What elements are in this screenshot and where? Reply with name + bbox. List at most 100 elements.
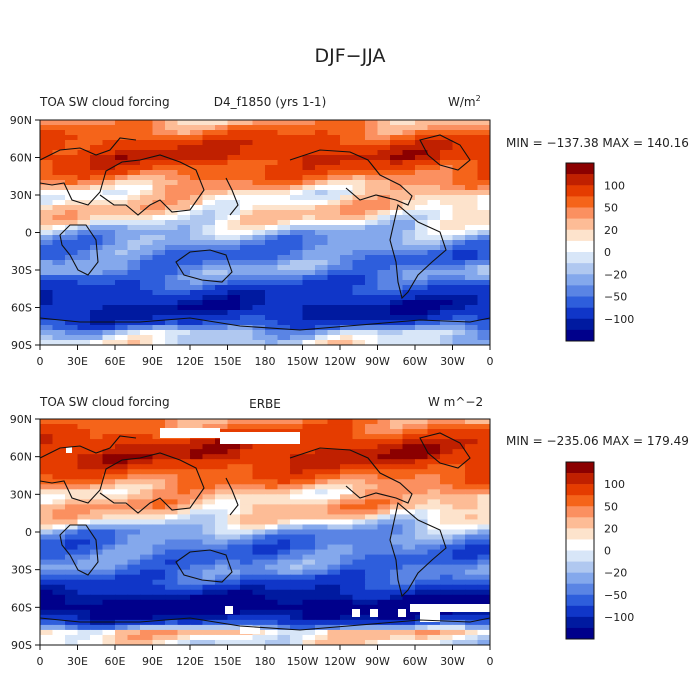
field-cell (415, 534, 429, 541)
field-cell (402, 574, 416, 581)
field-cell (452, 519, 466, 526)
field-cell (302, 424, 316, 430)
field-cell (52, 569, 66, 576)
field-cell (65, 145, 79, 151)
field-cell (190, 594, 204, 601)
field-cell (202, 240, 216, 246)
field-cell (202, 215, 216, 221)
field-cell (90, 529, 104, 536)
field-cell (452, 509, 466, 516)
field-cell (202, 120, 216, 126)
field-cell (427, 140, 441, 146)
field-cell (215, 300, 229, 306)
field-cell (40, 589, 54, 596)
field-cell (52, 484, 66, 490)
field-cell (202, 275, 216, 281)
field-cell (227, 504, 241, 510)
field-cell (215, 599, 229, 606)
field-cell (365, 429, 379, 435)
field-cell (77, 340, 91, 345)
field-cell (65, 295, 79, 301)
field-cell (202, 594, 216, 601)
field-cell (402, 569, 416, 576)
field-cell (240, 120, 254, 126)
field-cell (140, 150, 154, 156)
field-cell (277, 340, 291, 345)
field-cell (252, 524, 266, 531)
field-cell (452, 185, 466, 191)
field-cell (227, 200, 241, 206)
field-cell (427, 170, 441, 176)
field-cell (177, 529, 191, 536)
field-cell (402, 419, 416, 425)
field-cell (190, 539, 204, 546)
field-cell (390, 429, 404, 435)
field-cell (90, 220, 104, 226)
field-cell (415, 220, 429, 226)
field-cell (290, 175, 304, 181)
field-cell (377, 424, 391, 430)
field-cell (352, 215, 366, 221)
field-cell (77, 589, 91, 596)
field-cell (390, 220, 404, 226)
field-cell (40, 340, 54, 345)
field-cell (340, 629, 354, 636)
field-cell (352, 634, 366, 641)
field-cell (427, 519, 441, 526)
field-cell (440, 429, 454, 435)
field-cell (52, 529, 66, 536)
field-cell (102, 444, 116, 450)
field-cell (40, 554, 54, 561)
field-cell (377, 265, 391, 271)
field-cell (240, 260, 254, 266)
field-cell (352, 594, 366, 601)
field-cell (465, 454, 479, 460)
field-cell (452, 474, 466, 480)
field-cell (52, 170, 66, 176)
field-cell (302, 340, 316, 345)
field-cell (240, 225, 254, 231)
field-cell (240, 215, 254, 221)
field-cell (440, 290, 454, 296)
field-cell (40, 240, 54, 246)
field-cell (202, 439, 216, 445)
field-cell (252, 474, 266, 480)
field-cell (402, 320, 416, 326)
field-cell (465, 300, 479, 306)
field-cell (315, 225, 329, 231)
field-cell (402, 579, 416, 586)
field-cell (65, 639, 79, 645)
field-cell (177, 305, 191, 311)
field-cell (302, 155, 316, 161)
field-cell (65, 180, 79, 186)
field-cell (215, 579, 229, 586)
field-cell (215, 494, 229, 500)
colorbar-label: 0 (604, 246, 611, 259)
field-cell (452, 160, 466, 166)
field-cell (452, 429, 466, 435)
field-cell (365, 165, 379, 171)
field-cell (365, 454, 379, 460)
field-cell (77, 255, 91, 261)
field-cell (340, 315, 354, 321)
x-tick-label: 120W (324, 355, 356, 368)
field-cell (265, 285, 279, 291)
field-cell (127, 614, 141, 621)
field-cell (402, 165, 416, 171)
field-cell (77, 260, 91, 266)
field-cell (52, 185, 66, 191)
field-cell (165, 315, 179, 321)
field-cell (190, 504, 204, 510)
field-cell (102, 285, 116, 291)
field-cell (377, 604, 391, 611)
field-cell (190, 140, 204, 146)
field-cell (215, 210, 229, 216)
field-cell (340, 165, 354, 171)
field-cell (140, 629, 154, 636)
field-cell (352, 484, 366, 490)
field-cell (65, 434, 79, 440)
field-cell (427, 265, 441, 271)
field-cell (377, 300, 391, 306)
field-cell (177, 140, 191, 146)
field-cell (265, 474, 279, 480)
